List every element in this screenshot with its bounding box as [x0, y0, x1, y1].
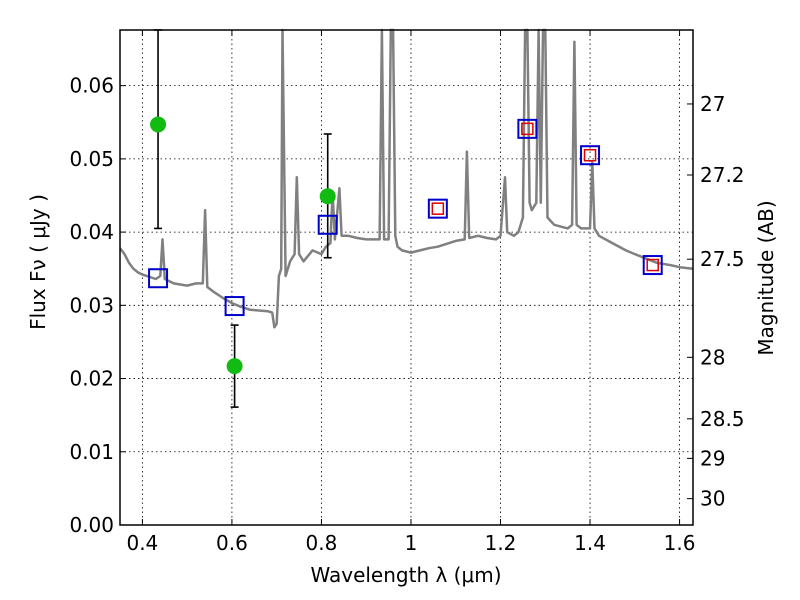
marker-layer — [148, 116, 663, 375]
y-tick-label: 0.06 — [69, 74, 114, 98]
model-flux-square — [427, 198, 448, 219]
right-y-tick-label: 29 — [700, 446, 725, 470]
x-tick-label: 1.2 — [485, 531, 517, 555]
right-y-axis-label: Magnitude (AB) — [754, 200, 778, 355]
y-tick-label: 0.03 — [69, 293, 114, 317]
y-tick-label: 0.00 — [69, 513, 114, 537]
right-y-tick-label: 30 — [700, 487, 725, 511]
y-axis-label: Flux Fν ( μJy ) — [26, 194, 50, 330]
model-flux-square — [317, 214, 338, 235]
model-flux-square — [642, 255, 663, 276]
ticks: 0.4 0.6 0.8 1 1.2 1.4 1.6 0.00 0.01 0.02 0.03 0.04 0… — [69, 30, 745, 555]
model-flux-square — [224, 296, 245, 317]
model-flux-inner-square — [521, 122, 534, 136]
y-tick-label: 0.04 — [69, 220, 114, 244]
y-tick-label: 0.01 — [69, 440, 114, 464]
model-flux-inner-square — [431, 202, 445, 215]
x-tick-label: 1.6 — [664, 531, 696, 555]
model-flux-square — [580, 145, 601, 166]
x-axis-label: Wavelength λ (μm) — [310, 563, 501, 587]
observed-flux-point — [150, 116, 167, 133]
y-tick-label: 0.05 — [69, 147, 114, 171]
observed-flux-point — [319, 188, 336, 205]
observed-flux-point — [226, 358, 243, 375]
right-y-tick-label: 27.5 — [700, 247, 745, 271]
right-y-tick-label: 27 — [700, 92, 725, 116]
model-flux-inner-square — [646, 258, 659, 272]
right-y-tick-label: 27.2 — [700, 163, 745, 187]
plot-background — [120, 30, 693, 525]
right-y-tick-label: 28.5 — [700, 407, 745, 431]
model-flux-square — [517, 118, 538, 139]
spectrum-line — [119, 28, 694, 329]
model-flux-inner-square — [583, 148, 597, 162]
x-tick-label: 0.8 — [306, 531, 338, 555]
y-tick-label: 0.02 — [69, 367, 114, 391]
spectrum-layer — [119, 28, 694, 329]
grid — [120, 30, 693, 526]
plot-frame — [119, 29, 694, 526]
right-y-tick-label: 28 — [700, 345, 725, 369]
x-tick-label: 1 — [405, 531, 418, 555]
model-flux-square — [148, 268, 169, 289]
x-tick-label: 0.4 — [126, 531, 158, 555]
x-tick-label: 1.4 — [574, 531, 606, 555]
x-tick-label: 0.6 — [216, 531, 248, 555]
